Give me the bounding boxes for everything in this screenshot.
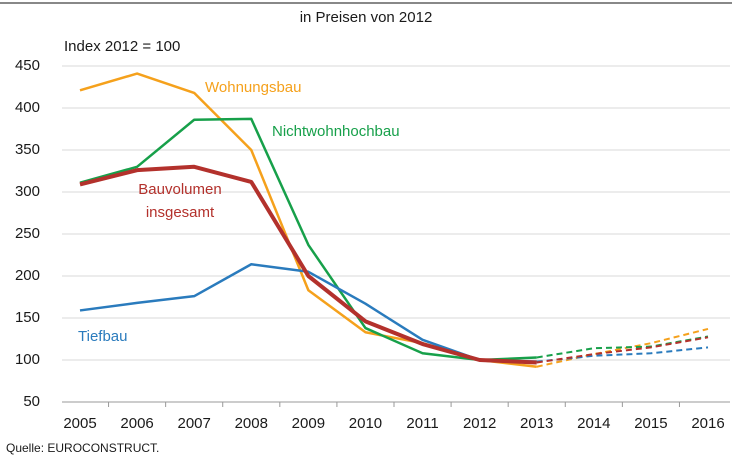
x-tick-label: 2013 [520, 415, 553, 432]
x-tick-label: 2012 [463, 415, 496, 432]
x-tick-label: 2011 [406, 415, 438, 432]
x-tick-label: 2010 [349, 415, 382, 432]
series-label: Nichtwohnhochbau [272, 123, 400, 140]
series-label: Wohnungsbau [205, 79, 301, 96]
x-tick-label: 2008 [235, 415, 268, 432]
y-tick-label: 300 [15, 183, 40, 200]
forecast-line [536, 346, 709, 363]
y-tick-label: 450 [15, 57, 40, 74]
forecast-line [536, 336, 709, 364]
series-label: Tiefbau [78, 328, 127, 345]
y-tick-label: 400 [15, 99, 40, 116]
x-tick-label: 2007 [177, 415, 210, 432]
series-line [79, 117, 537, 362]
y-tick-label: 250 [15, 225, 40, 242]
x-tick-label: 2016 [691, 415, 724, 432]
x-tick-label: 2009 [292, 415, 325, 432]
x-tick-label: 2005 [63, 415, 96, 432]
y-tick-label: 50 [23, 393, 40, 410]
x-tick-label: 2015 [634, 415, 667, 432]
series-label: Bauvolumen insgesamt [138, 181, 221, 221]
x-tick-label: 2014 [577, 415, 610, 432]
series-line [79, 262, 537, 363]
forecast-line [536, 327, 709, 368]
x-tick-label: 2006 [120, 415, 153, 432]
chart-title: in Preisen von 2012 [300, 9, 433, 26]
y-axis-label: Index 2012 = 100 [64, 38, 180, 55]
source: Quelle: EUROCONSTRUCT. [6, 441, 159, 455]
y-tick-label: 150 [15, 309, 40, 326]
y-tick-label: 200 [15, 267, 40, 284]
series-line [79, 164, 537, 365]
y-tick-label: 350 [15, 141, 40, 158]
y-tick-label: 100 [15, 351, 40, 368]
